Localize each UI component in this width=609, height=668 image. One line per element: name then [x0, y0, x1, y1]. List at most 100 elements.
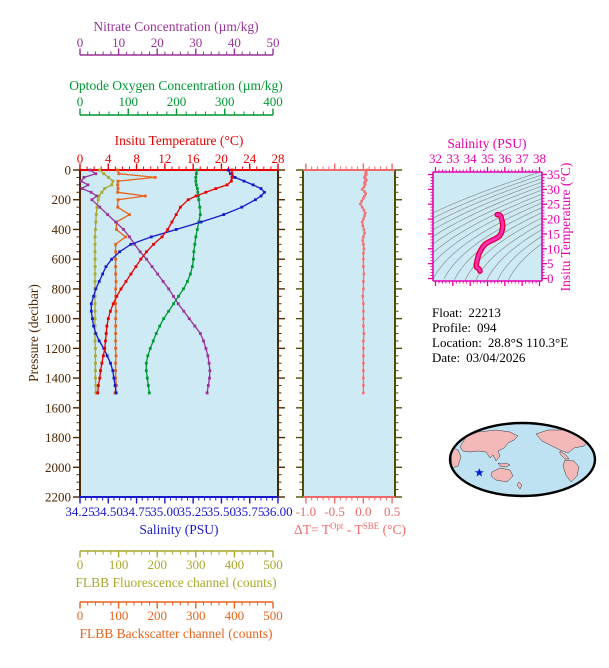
- series-line: [433, 185, 542, 238]
- map-landmass: [516, 481, 523, 490]
- series-marker: [230, 168, 234, 172]
- series-marker: [359, 202, 362, 206]
- series-marker: [114, 346, 118, 350]
- series-marker: [194, 235, 198, 239]
- series-marker: [194, 179, 198, 183]
- series-marker: [114, 302, 118, 306]
- series-marker: [208, 376, 211, 380]
- series-marker: [204, 190, 208, 194]
- series-marker: [362, 287, 365, 291]
- series-marker: [360, 188, 364, 191]
- series-marker: [89, 309, 93, 313]
- series-marker: [182, 309, 186, 313]
- series-marker: [94, 369, 97, 373]
- series-marker: [364, 179, 368, 182]
- series-marker: [365, 168, 369, 172]
- salinity-axis: 34.25 34.50 34.75 35.00 35.25 35.50 35.75 36.00: [65, 496, 293, 519]
- series-line: [433, 189, 542, 245]
- series-marker: [97, 194, 101, 198]
- tick-label: 30: [547, 182, 560, 197]
- series-marker: [93, 294, 97, 298]
- series-marker: [93, 235, 97, 239]
- tick-label: 28: [272, 151, 285, 166]
- fluorescence-axis-title: FLBB Fluorescence channel (counts): [75, 575, 276, 590]
- ts-salinity-axis-title: Salinity (PSU): [447, 136, 526, 151]
- series-marker: [166, 228, 170, 231]
- tick-label: 0: [77, 557, 84, 572]
- series-marker: [362, 302, 365, 306]
- tick-label: 500: [263, 557, 283, 572]
- float-id-line: Float: 22213: [432, 305, 501, 320]
- series-marker: [124, 280, 128, 283]
- series-marker: [107, 176, 110, 179]
- series-marker: [150, 265, 154, 269]
- series-marker: [172, 302, 175, 306]
- series-marker: [362, 208, 366, 212]
- delta-t-title-mid: - T: [343, 522, 363, 537]
- series-marker: [263, 190, 266, 194]
- series-marker: [362, 332, 366, 335]
- world-map: [448, 421, 597, 498]
- tick-label: 37: [516, 151, 530, 166]
- delta-t-title-sup2: SBE: [363, 521, 380, 531]
- series-marker: [360, 199, 363, 203]
- series-line: [433, 193, 542, 254]
- map-landmass: [490, 467, 514, 483]
- map-landmass: [459, 429, 519, 462]
- series-marker: [199, 220, 203, 224]
- map-continents: [451, 424, 589, 490]
- series-marker: [196, 194, 200, 198]
- series-line: [475, 222, 542, 281]
- series-marker: [362, 247, 366, 251]
- series-marker: [114, 272, 118, 276]
- series-marker: [194, 172, 198, 176]
- tick-label: 400: [263, 94, 283, 109]
- tick-label: 12: [158, 151, 171, 166]
- series-marker: [114, 265, 118, 269]
- series-marker: [156, 272, 160, 276]
- tick-label: 25: [547, 197, 560, 212]
- series-marker: [360, 220, 364, 224]
- series-marker: [100, 361, 104, 365]
- series-marker: [176, 302, 180, 306]
- map-landmass: [559, 450, 570, 460]
- series-marker: [174, 213, 178, 216]
- series-marker: [124, 235, 127, 239]
- location-label: Location:: [432, 335, 482, 350]
- series-marker: [94, 220, 98, 224]
- series-line: [433, 172, 542, 214]
- series-marker: [363, 183, 367, 187]
- nitrate-axis: 0 10 20 30 40 50: [77, 35, 280, 56]
- tick-label: 10: [547, 241, 560, 256]
- map-globe-outline: [448, 421, 597, 498]
- tick-label: 35.75: [235, 504, 264, 519]
- series-marker: [102, 172, 106, 176]
- series-marker: [94, 391, 98, 395]
- series-line: [433, 174, 542, 219]
- tick-label: 400: [52, 222, 72, 237]
- oxygen-axis-title: Optode Oxygen Concentration (µm/kg): [69, 78, 283, 93]
- tick-label: 34.50: [94, 504, 123, 519]
- nitrate-axis-title: Nitrate Concentration (µm/kg): [93, 19, 258, 34]
- series-marker: [95, 205, 99, 209]
- series-marker: [362, 280, 365, 283]
- series-marker: [94, 354, 97, 358]
- series-marker: [242, 179, 246, 183]
- date-label: Date:: [432, 350, 460, 365]
- series-marker: [103, 346, 107, 350]
- series-marker: [109, 309, 112, 313]
- series-marker: [98, 205, 102, 209]
- series-marker: [89, 302, 93, 306]
- series-marker: [363, 174, 367, 178]
- tick-label: 0.0: [355, 504, 371, 519]
- series-line: [433, 181, 542, 231]
- series-marker: [114, 257, 118, 261]
- series-marker: [93, 242, 97, 246]
- series-marker: [139, 257, 143, 261]
- series-marker: [177, 294, 180, 298]
- series-marker: [94, 384, 98, 387]
- series-marker: [259, 194, 263, 198]
- tick-label: 35.50: [207, 504, 236, 519]
- series-marker: [109, 361, 112, 365]
- series-marker: [362, 376, 365, 380]
